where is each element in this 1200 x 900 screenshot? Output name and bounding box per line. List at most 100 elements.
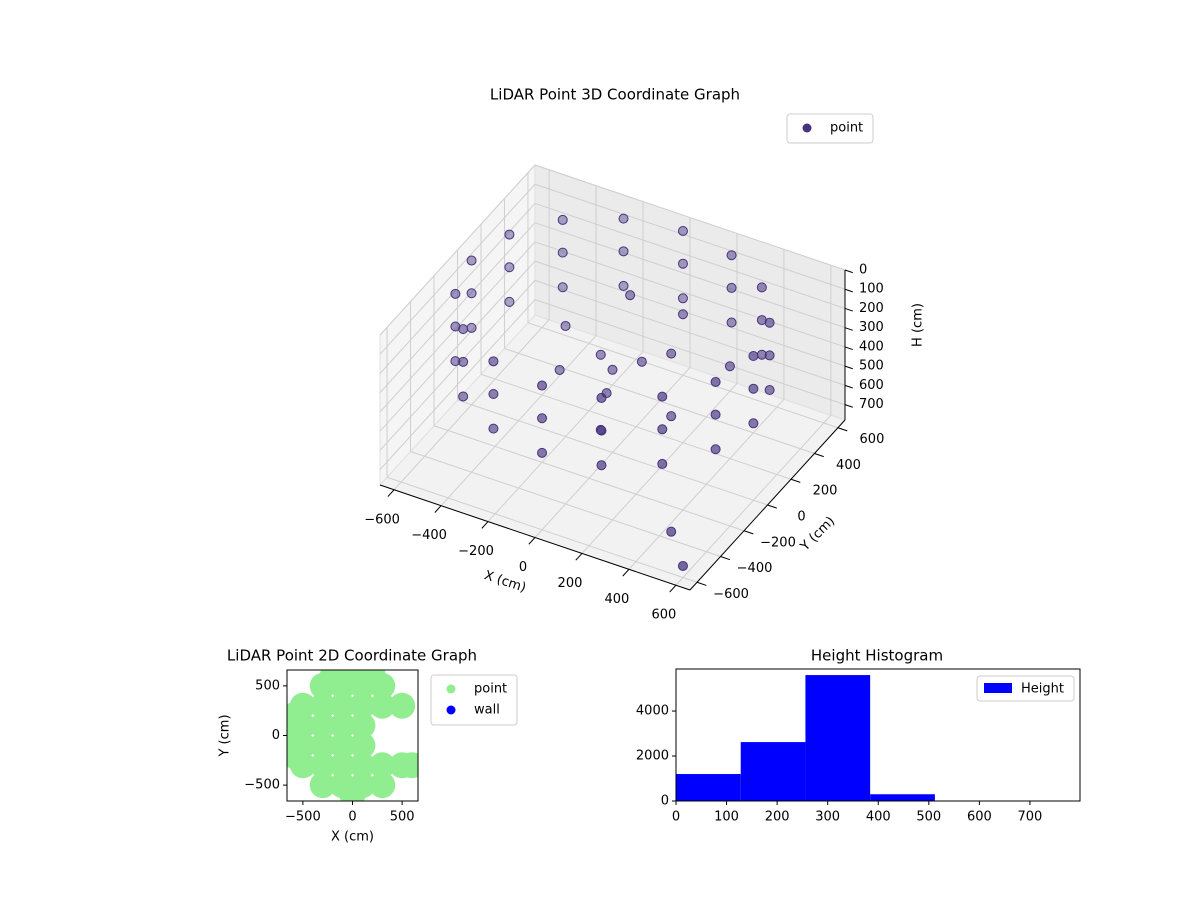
point: [458, 391, 469, 402]
tick-mark: [844, 404, 853, 408]
grid-line: [534, 183, 846, 290]
point: [349, 752, 376, 779]
y-tick-label: 0: [272, 728, 280, 743]
tick-mark: [844, 288, 853, 293]
chart-title: LiDAR Point 2D Coordinate Graph: [227, 647, 477, 665]
x-tick-label: 500: [916, 810, 941, 825]
tick-mark: [622, 568, 630, 577]
z-tick-label: 500: [859, 359, 884, 374]
x-tick-label: −200: [458, 544, 494, 559]
legend-label: point: [474, 682, 507, 697]
point: [557, 247, 568, 258]
y-tick-label: −500: [244, 778, 280, 793]
point: [287, 722, 306, 749]
bar: [870, 794, 935, 801]
point: [618, 280, 629, 291]
point: [309, 692, 336, 719]
tick-mark: [481, 521, 489, 529]
tick-mark: [575, 553, 583, 561]
tick-mark: [720, 556, 730, 561]
point: [309, 752, 336, 779]
bar: [740, 742, 806, 801]
grid-line: [433, 425, 745, 532]
point: [329, 732, 356, 759]
tick-mark: [844, 384, 853, 389]
x-tick-label: 0: [348, 810, 356, 825]
point: [677, 258, 688, 269]
point: [748, 383, 759, 394]
point: [748, 350, 759, 361]
point: [309, 732, 336, 759]
point: [726, 282, 737, 293]
point: [677, 309, 688, 320]
x-tick-label: 0: [672, 810, 680, 825]
legend-marker: [802, 123, 812, 133]
y-tick-label: 200: [813, 484, 838, 499]
chart-title: LiDAR Point 3D Coordinate Graph: [490, 86, 740, 104]
point: [557, 214, 568, 225]
point: [399, 752, 418, 779]
tick-mark: [790, 478, 801, 483]
y-axis-label: Y (cm): [218, 714, 233, 757]
point: [369, 772, 396, 799]
point: [657, 424, 668, 435]
x-tick-label: 600: [967, 810, 992, 825]
point: [319, 670, 346, 689]
tick-mark: [669, 584, 677, 593]
y-tick-label: −200: [760, 535, 796, 550]
tick-mark: [743, 530, 754, 535]
point: [504, 296, 515, 307]
grid-line: [534, 222, 846, 329]
point: [349, 692, 376, 719]
tick-mark: [844, 346, 853, 351]
point: [466, 288, 477, 299]
x-tick-label: 300: [815, 810, 840, 825]
point: [488, 356, 499, 367]
grid-line: [527, 322, 839, 429]
point: [677, 293, 688, 304]
point: [607, 364, 618, 375]
point: [595, 349, 606, 360]
axis-line: [379, 484, 691, 591]
x-tick-label: −500: [285, 810, 321, 825]
point: [596, 392, 607, 403]
chart-title: Height Histogram: [811, 647, 943, 665]
legend-label: wall: [474, 703, 500, 718]
point: [657, 391, 668, 402]
point: [756, 282, 767, 293]
tick-mark: [528, 537, 536, 545]
point: [596, 425, 607, 436]
point: [618, 213, 629, 224]
point: [369, 752, 396, 779]
y-tick-label: 400: [836, 458, 861, 473]
tick-mark: [844, 365, 853, 370]
tick-mark: [434, 505, 442, 513]
point: [488, 389, 499, 400]
grid-line: [480, 373, 792, 480]
tick-mark: [844, 269, 853, 274]
z-tick-label: 400: [859, 339, 884, 354]
grid-line: [534, 241, 846, 348]
bar: [805, 675, 871, 801]
point: [726, 250, 737, 261]
tick-mark: [837, 427, 848, 432]
z-tick-label: 600: [859, 378, 884, 393]
point: [557, 282, 568, 293]
y-tick-label: −400: [737, 561, 773, 576]
point: [309, 772, 336, 799]
tick-mark: [696, 581, 707, 586]
x-tick-label: −600: [364, 512, 400, 527]
point: [349, 712, 376, 739]
grid-line: [534, 279, 846, 386]
grid-line: [379, 260, 536, 432]
point: [287, 702, 306, 729]
x-tick-label: −400: [411, 528, 447, 543]
point: [748, 418, 759, 429]
y-tick-label: 0: [661, 794, 669, 809]
point: [636, 356, 647, 367]
legend-swatch: [984, 683, 1012, 693]
x-tick-label: 200: [558, 576, 583, 591]
legend-label: point: [830, 121, 863, 136]
grid-line: [386, 476, 698, 583]
point: [724, 361, 735, 372]
